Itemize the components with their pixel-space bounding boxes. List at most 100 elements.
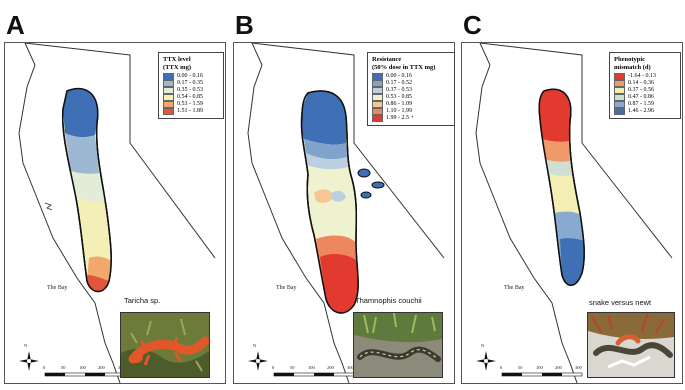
state-border bbox=[251, 43, 445, 259]
north-arrow-icon bbox=[248, 351, 268, 371]
north-label: N bbox=[481, 343, 485, 348]
map-legend: TTX level (TTX mg) 0.00 - 0.16 0.17 - 0.… bbox=[158, 52, 224, 119]
legend-row: -1.64 - 0.13 bbox=[614, 73, 676, 80]
zone-color-1 bbox=[542, 139, 570, 162]
panel-letter: C bbox=[463, 10, 482, 40]
snake-vs-newt-photo bbox=[587, 312, 675, 378]
california-map bbox=[475, 43, 673, 383]
map-legend: Resistance (50% dose in TTX mg) 0.00 - 0… bbox=[367, 52, 455, 126]
map-legend: Phenotypic mismatch (d) -1.64 - 0.13 0.1… bbox=[609, 52, 681, 119]
legend-swatch bbox=[614, 80, 625, 87]
legend-row: 0.87 - 1.59 bbox=[614, 101, 676, 108]
legend-row: 1.99 - 2.5 + bbox=[372, 115, 450, 122]
scale-label: 300 bbox=[347, 365, 354, 370]
scale-label: 0 bbox=[272, 365, 275, 370]
scale-label: 50 bbox=[290, 365, 295, 370]
legend-swatch bbox=[163, 87, 174, 94]
bay-outline bbox=[44, 202, 53, 211]
north-arrow-icon bbox=[476, 351, 496, 371]
snake-photo bbox=[353, 312, 443, 378]
legend-swatch bbox=[614, 108, 625, 115]
coastline bbox=[475, 43, 578, 383]
legend-row: 0.00 - 0.16 bbox=[163, 73, 219, 80]
legend-row: 0.37 - 0.53 bbox=[372, 87, 450, 94]
state-border bbox=[479, 43, 673, 259]
zone-color-2 bbox=[71, 171, 105, 202]
range-region bbox=[61, 87, 112, 293]
scale-label: 50 bbox=[518, 365, 523, 370]
scale-bar bbox=[273, 372, 355, 377]
zone-color-0 bbox=[539, 89, 571, 142]
legend-swatch bbox=[372, 108, 383, 115]
map-note: The Bay bbox=[504, 285, 525, 291]
legend-swatch bbox=[614, 101, 625, 108]
zone-color-1 bbox=[304, 139, 347, 160]
legend-row: 1.46 - 2.96 bbox=[614, 108, 676, 115]
legend-swatch bbox=[163, 108, 174, 115]
map-note: The Bay bbox=[276, 285, 297, 291]
legend-swatch bbox=[372, 115, 383, 122]
legend-swatch bbox=[163, 73, 174, 80]
legend-swatch bbox=[614, 87, 625, 94]
coastline bbox=[18, 43, 121, 383]
map-note: The Bay bbox=[47, 285, 68, 291]
panel-letter: B bbox=[235, 10, 254, 40]
range-region bbox=[538, 88, 585, 286]
legend-swatch bbox=[372, 80, 383, 87]
legend-swatch bbox=[372, 73, 383, 80]
scale-label: 100 bbox=[308, 365, 315, 370]
scale-label: 300 bbox=[575, 365, 582, 370]
panel-letter: A bbox=[6, 10, 25, 40]
legend-row: 1.10 - 1.99 bbox=[372, 108, 450, 115]
north-arrow-icon bbox=[19, 351, 39, 371]
legend-swatch bbox=[163, 101, 174, 108]
legend-row: 0.00 - 0.16 bbox=[372, 73, 450, 80]
legend-swatch bbox=[614, 73, 625, 80]
zone-color-3 bbox=[545, 159, 572, 176]
newt-photo bbox=[120, 312, 210, 378]
legend-row: 0.47 - 0.86 bbox=[614, 94, 676, 101]
california-map bbox=[18, 43, 216, 383]
scale-label: 200 bbox=[98, 365, 105, 370]
legend-row: 0.14 - 0.36 bbox=[614, 80, 676, 87]
legend-swatch bbox=[372, 101, 383, 108]
legend-swatch bbox=[372, 94, 383, 101]
scale-label: 200 bbox=[327, 365, 334, 370]
scale-label: 100 bbox=[79, 365, 86, 370]
panel-a: A bbox=[0, 0, 228, 390]
scale-bar bbox=[501, 372, 583, 377]
zone-color-5 bbox=[560, 238, 585, 286]
north-label: N bbox=[24, 343, 28, 348]
legend-row: 0.17 - 0.35 bbox=[163, 80, 219, 87]
coastline bbox=[247, 43, 350, 383]
photo-caption: Thamnophis couchii bbox=[355, 296, 422, 305]
range-region bbox=[300, 90, 385, 314]
north-label: N bbox=[253, 343, 257, 348]
scale-label: 50 bbox=[61, 365, 66, 370]
zone-color-4 bbox=[314, 189, 334, 203]
zone-color-5 bbox=[87, 275, 109, 292]
state-border bbox=[24, 43, 216, 259]
scale-label: 0 bbox=[43, 365, 46, 370]
legend-row: 0.53 - 0.85 bbox=[372, 94, 450, 101]
panel-c: C The Bay 0 50 1 bbox=[457, 0, 685, 390]
legend-row: 0.17 - 0.52 bbox=[372, 80, 450, 87]
legend-swatch bbox=[163, 94, 174, 101]
zone-color-6 bbox=[320, 254, 359, 313]
california-map bbox=[247, 43, 445, 383]
legend-title: TTX level (TTX mg) bbox=[163, 56, 191, 71]
legend-row: 0.54 - 0.85 bbox=[163, 94, 219, 101]
zone-color-0 bbox=[63, 88, 98, 138]
panel-b: B bbox=[229, 0, 457, 390]
legend-title: Phenotypic mismatch (d) bbox=[614, 56, 651, 71]
legend-swatch bbox=[614, 94, 625, 101]
zone-color-1 bbox=[65, 133, 99, 174]
legend-row: 0.37 - 0.56 bbox=[614, 87, 676, 94]
zone-color-2 bbox=[306, 153, 348, 170]
legend-swatch bbox=[372, 87, 383, 94]
legend-row: 0.86 - 1.09 bbox=[372, 101, 450, 108]
scale-bar bbox=[44, 372, 126, 377]
photo-caption: Taricha sp. bbox=[124, 296, 161, 305]
legend-swatch bbox=[163, 80, 174, 87]
scale-label: 100 bbox=[536, 365, 543, 370]
